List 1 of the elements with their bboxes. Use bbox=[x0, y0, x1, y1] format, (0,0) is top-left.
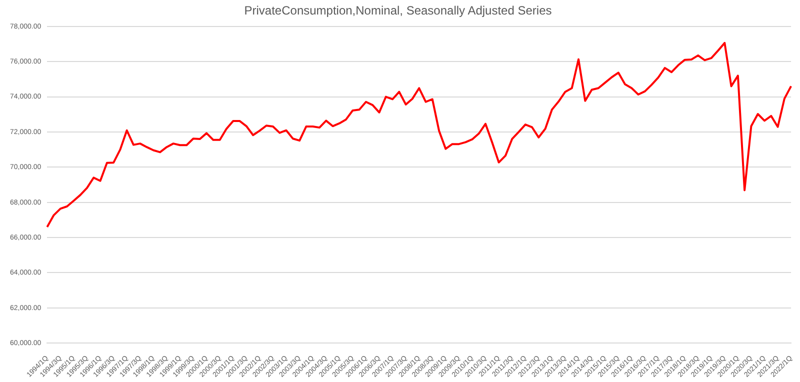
chart-title: PrivateConsumption,Nominal, Seasonally Adjusted Series bbox=[244, 4, 552, 18]
